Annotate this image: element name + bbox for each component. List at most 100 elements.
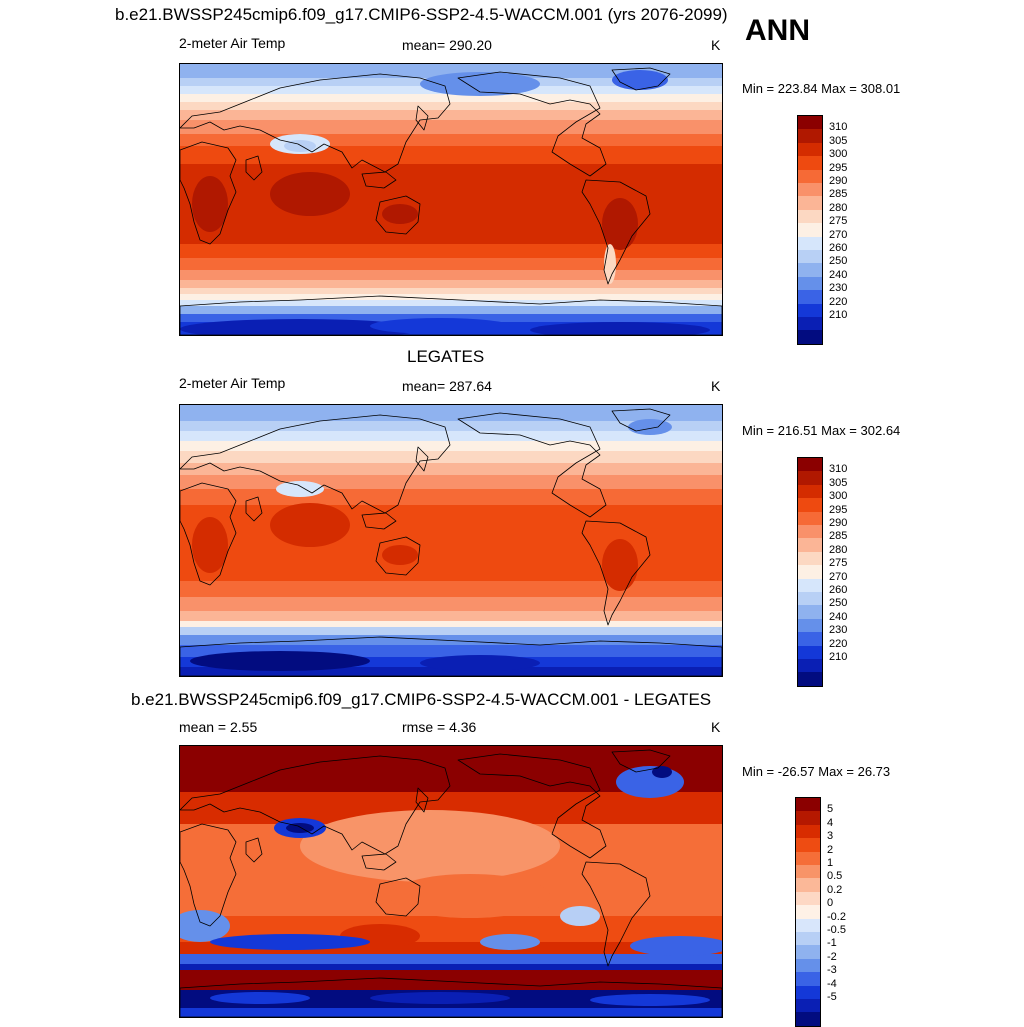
colorbar-tick-label: 5 bbox=[827, 803, 834, 816]
temperature-band bbox=[180, 405, 722, 422]
coastline bbox=[581, 520, 651, 626]
temperature-band bbox=[180, 611, 722, 622]
coastline bbox=[457, 412, 607, 518]
temperature-band bbox=[180, 581, 722, 598]
colorbar-swatch bbox=[798, 236, 822, 251]
coastline bbox=[375, 536, 421, 576]
coastline bbox=[180, 755, 451, 855]
coastline bbox=[180, 141, 237, 245]
colorbar-tick-label: 305 bbox=[829, 134, 848, 147]
colorbar-tick-label: 240 bbox=[829, 268, 848, 281]
panel-2-units-label: K bbox=[711, 378, 721, 394]
colorbar-swatch bbox=[798, 592, 822, 606]
season-label: ANN bbox=[745, 14, 810, 47]
colorbar-tick-label: 0 bbox=[827, 897, 834, 910]
panel-1-title: b.e21.BWSSP245cmip6.f09_g17.CMIP6-SSP2-4… bbox=[115, 5, 728, 24]
colorbar-tick-label: 295 bbox=[829, 161, 848, 174]
temperature-band bbox=[180, 244, 722, 259]
panel-2-mean-label: mean= 287.64 bbox=[402, 378, 492, 394]
colorbar-tick-label: -4 bbox=[827, 977, 837, 990]
colorbar-swatch bbox=[796, 891, 820, 906]
temperature-anomaly-region bbox=[616, 766, 684, 798]
colorbar-tick-label: 310 bbox=[829, 463, 848, 476]
colorbar-tick-label: 250 bbox=[829, 255, 848, 268]
temperature-anomaly-region bbox=[630, 936, 722, 956]
coastline bbox=[180, 977, 722, 1017]
temperature-anomaly-region bbox=[382, 204, 418, 224]
colorbar-swatch bbox=[796, 811, 820, 826]
colorbar-tick-label: -0.2 bbox=[827, 910, 846, 923]
temperature-band bbox=[180, 270, 722, 281]
temperature-anomaly-region bbox=[382, 545, 418, 565]
colorbar-tick-label: 0.2 bbox=[827, 883, 843, 896]
temperature-anomaly-region bbox=[192, 176, 228, 232]
colorbar-swatch bbox=[798, 525, 822, 539]
temperature-band bbox=[180, 102, 722, 111]
colorbar-frame bbox=[797, 457, 823, 687]
colorbar-tick-label: 260 bbox=[829, 242, 848, 254]
coastline bbox=[611, 67, 671, 91]
colorbar-swatch bbox=[798, 263, 822, 278]
temperature-band bbox=[180, 64, 722, 79]
temperature-anomaly-region bbox=[286, 823, 314, 833]
temperature-anomaly-region bbox=[192, 517, 228, 573]
colorbar-swatch bbox=[796, 905, 820, 920]
colorbar-swatch bbox=[798, 303, 822, 318]
temperature-band bbox=[180, 964, 722, 971]
temperature-anomaly-region bbox=[276, 481, 324, 497]
temperature-band bbox=[180, 505, 722, 582]
temperature-anomaly-region bbox=[530, 322, 710, 335]
colorbar-tick-label: 230 bbox=[829, 282, 848, 295]
colorbar-tick-label: 275 bbox=[829, 215, 848, 228]
colorbar-frame bbox=[795, 797, 821, 1027]
coastline bbox=[180, 636, 722, 676]
temperature-anomaly-region bbox=[270, 172, 350, 216]
coastline bbox=[180, 414, 451, 514]
coastline bbox=[245, 155, 263, 181]
temperature-band bbox=[180, 463, 722, 476]
colorbar-swatch bbox=[796, 798, 820, 812]
colorbar-tick-label: 310 bbox=[829, 121, 848, 134]
colorbar-swatch bbox=[798, 645, 822, 660]
colorbar-swatch bbox=[798, 565, 822, 580]
temperature-band bbox=[180, 431, 722, 442]
colorbar-swatch bbox=[796, 865, 820, 879]
colorbar-swatch bbox=[798, 511, 822, 526]
colorbar-tick-label: -0.5 bbox=[827, 924, 846, 936]
colorbar-swatch bbox=[796, 918, 820, 933]
colorbar-swatch bbox=[796, 1012, 820, 1027]
panel-1-map bbox=[179, 63, 723, 336]
colorbar-tick-label: 210 bbox=[829, 651, 848, 663]
panel-1-variable-label: 2-meter Air Temp bbox=[179, 35, 286, 51]
colorbar-swatch bbox=[798, 250, 822, 264]
coastline bbox=[581, 861, 651, 967]
colorbar-tick-label: -1 bbox=[827, 937, 837, 950]
colorbar-tick-label: 300 bbox=[829, 148, 848, 161]
colorbar-swatch bbox=[796, 958, 820, 973]
panel-1-mean-label: mean= 290.20 bbox=[402, 37, 492, 53]
colorbar-tick-label: -2 bbox=[827, 950, 837, 963]
coastline bbox=[581, 179, 651, 285]
temperature-band bbox=[180, 146, 722, 165]
colorbar-tick-label: 3 bbox=[827, 830, 834, 843]
temperature-band bbox=[180, 441, 722, 452]
colorbar-tick-label: 250 bbox=[829, 597, 848, 610]
colorbar-swatch bbox=[798, 116, 822, 130]
colorbar-tick-label: 220 bbox=[829, 637, 848, 650]
colorbar-tick-label: 305 bbox=[829, 476, 848, 489]
temperature-band bbox=[180, 475, 722, 490]
temperature-anomaly-region bbox=[180, 319, 420, 335]
temperature-band bbox=[180, 489, 722, 506]
panel-3-rmse-label: rmse = 4.36 bbox=[402, 719, 477, 735]
coastline bbox=[415, 787, 429, 813]
colorbar-swatch bbox=[798, 672, 822, 687]
coastline bbox=[457, 71, 607, 177]
colorbar-swatch bbox=[798, 605, 822, 620]
temperature-anomaly-region bbox=[210, 934, 370, 950]
coastline bbox=[415, 446, 429, 472]
colorbar-swatch bbox=[798, 538, 822, 553]
colorbar-swatch bbox=[798, 498, 822, 513]
panel-3-title: b.e21.BWSSP245cmip6.f09_g17.CMIP6-SSP2-4… bbox=[131, 690, 712, 709]
coastline bbox=[180, 823, 237, 927]
colorbar-swatch bbox=[796, 851, 820, 866]
